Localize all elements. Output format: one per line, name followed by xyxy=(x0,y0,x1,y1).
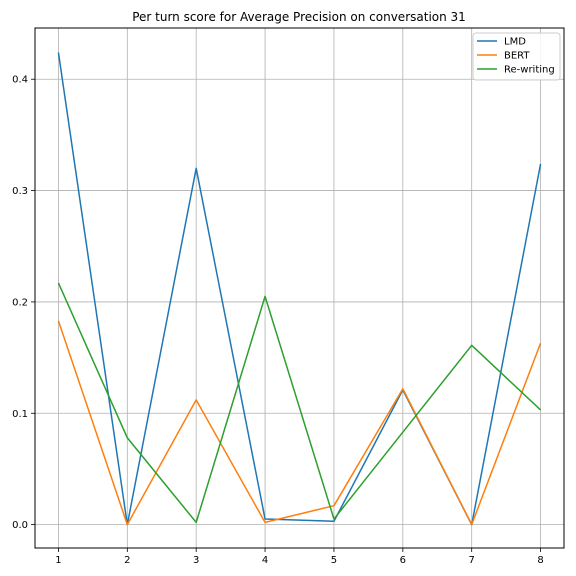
series-line-re-writing xyxy=(57,282,542,524)
x-axis: 1 2 3 4 5 6 7 8 xyxy=(55,548,544,566)
y-tick-label: 0.4 xyxy=(12,75,28,86)
x-tick-label: 8 xyxy=(537,555,543,566)
x-tick-label: 2 xyxy=(124,555,130,566)
legend-label-re-writing: Re-writing xyxy=(504,65,555,76)
series-line-bert xyxy=(57,320,542,526)
x-tick-label: 1 xyxy=(55,555,61,566)
x-tick-label: 4 xyxy=(262,555,268,566)
y-tick-label: 0.0 xyxy=(12,520,28,531)
series-lines xyxy=(57,52,542,526)
x-tick-label: 3 xyxy=(193,555,199,566)
x-tick-label: 6 xyxy=(400,555,406,566)
plot-frame xyxy=(34,27,565,549)
legend: LMD BERT Re-writing xyxy=(472,32,561,81)
x-tick-label: 7 xyxy=(469,555,475,566)
x-tick-label: 5 xyxy=(331,555,337,566)
y-tick-label: 0.1 xyxy=(12,409,28,420)
y-axis: 0.0 0.1 0.2 0.3 0.4 xyxy=(12,75,35,531)
y-tick-label: 0.3 xyxy=(12,186,28,197)
legend-label-lmd: LMD xyxy=(504,37,526,48)
y-tick-label: 0.2 xyxy=(12,297,28,308)
chart-title: Per turn score for Average Precision on … xyxy=(132,10,466,24)
legend-label-bert: BERT xyxy=(504,51,530,62)
